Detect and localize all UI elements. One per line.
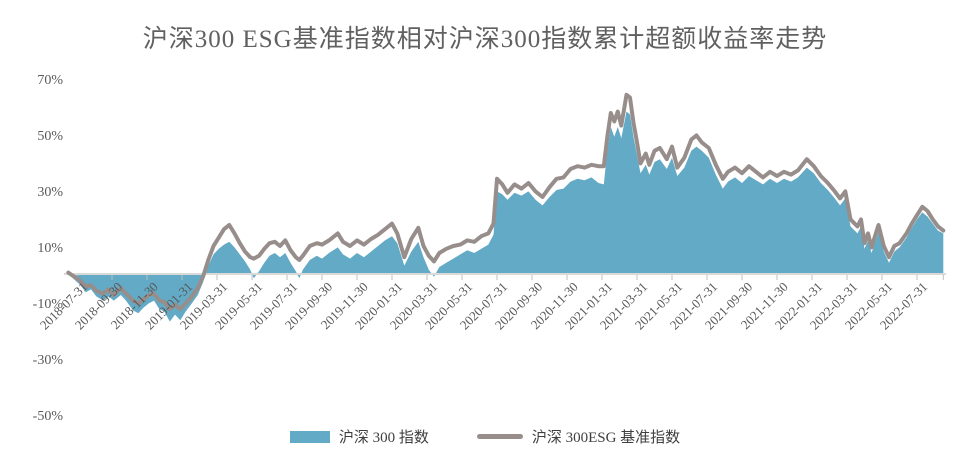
chart-title: 沪深300 ESG基准指数相对沪深300指数累计超额收益率走势 xyxy=(142,26,828,53)
y-axis-label: -50% xyxy=(32,409,63,424)
csi300-area xyxy=(68,111,944,322)
legend-item-csi300: 沪深 300 指数 xyxy=(289,426,429,447)
y-axis-label: -10% xyxy=(32,297,63,312)
csi300-area-swatch xyxy=(289,430,330,443)
esg-line xyxy=(66,92,946,311)
legend-label-csi300: 沪深 300 指数 xyxy=(338,430,429,446)
esg-line-swatch xyxy=(476,434,523,439)
legend: 沪深 300 指数 沪深 300ESG 基准指数 xyxy=(0,426,970,447)
y-axis-label: 70% xyxy=(37,73,63,88)
y-axis-label: -30% xyxy=(32,353,63,368)
y-axis-label: 50% xyxy=(37,129,63,144)
y-axis-label: 30% xyxy=(37,185,63,200)
legend-label-esg: 沪深 300ESG 基准指数 xyxy=(531,430,681,446)
legend-item-esg: 沪深 300ESG 基准指数 xyxy=(476,426,681,447)
y-axis-label: 10% xyxy=(37,241,63,256)
